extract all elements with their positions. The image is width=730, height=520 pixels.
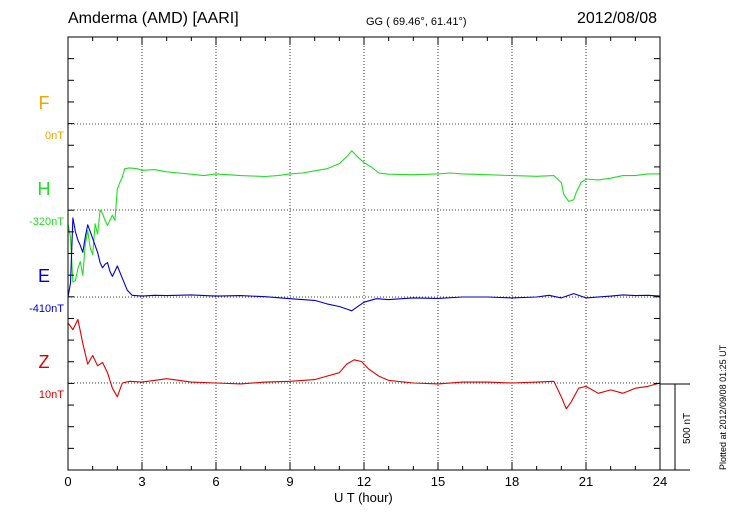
- series-line-e: [67, 217, 661, 312]
- x-tick-label: 3: [138, 474, 145, 489]
- x-tick-label: 18: [505, 474, 519, 489]
- x-tick-label: 15: [431, 474, 445, 489]
- component-baseline-f: 0nT: [45, 130, 64, 142]
- x-tick-label: 0: [64, 474, 71, 489]
- component-baseline-h: -320nT: [29, 216, 64, 228]
- coordinates-label: GG ( 69.46°, 61.41°): [366, 16, 467, 28]
- x-tick-label: 12: [357, 474, 371, 489]
- x-tick-label: 21: [579, 474, 593, 489]
- component-label-z: Z: [38, 352, 50, 372]
- axes: 0 3 6 9 12 15 18 21 24: [64, 36, 667, 489]
- series-line-z: [67, 318, 661, 410]
- station-title: Amderma (AMD) [AARI]: [68, 10, 239, 27]
- component-label-f: F: [38, 93, 50, 113]
- series-line-h: [67, 150, 660, 283]
- grid-lines: [68, 37, 660, 470]
- scale-bar: [660, 383, 690, 471]
- x-tick-label: 9: [286, 474, 293, 489]
- component-label-e: E: [37, 266, 50, 286]
- x-tick-label: 24: [653, 474, 667, 489]
- component-label-h: H: [37, 179, 51, 199]
- x-axis-title: U T (hour): [334, 490, 393, 505]
- series-layer: [67, 150, 661, 410]
- scale-bar-label: 500 nT: [682, 412, 693, 444]
- plotted-timestamp: Plotted at 2012/09/08 01:25 UT: [718, 344, 728, 470]
- component-baseline-e: -410nT: [29, 303, 64, 315]
- date-label: 2012/08/08: [577, 10, 658, 27]
- component-baseline-z: 10nT: [38, 389, 64, 401]
- x-tick-label: 6: [212, 474, 219, 489]
